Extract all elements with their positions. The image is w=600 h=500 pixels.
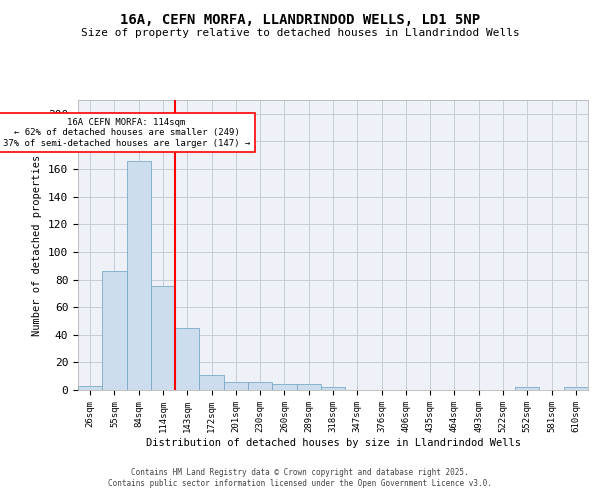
Y-axis label: Number of detached properties: Number of detached properties: [32, 154, 43, 336]
Bar: [127, 161, 151, 390]
Bar: [248, 382, 272, 390]
Bar: [151, 286, 175, 390]
Bar: [224, 382, 248, 390]
Bar: [296, 384, 321, 390]
Bar: [102, 271, 127, 390]
Text: 16A CEFN MORFA: 114sqm
← 62% of detached houses are smaller (249)
37% of semi-de: 16A CEFN MORFA: 114sqm ← 62% of detached…: [3, 118, 250, 148]
Bar: [564, 387, 588, 390]
Bar: [272, 384, 296, 390]
Bar: [78, 386, 102, 390]
Bar: [321, 387, 345, 390]
Text: Size of property relative to detached houses in Llandrindod Wells: Size of property relative to detached ho…: [80, 28, 520, 38]
Bar: [175, 328, 199, 390]
Bar: [199, 375, 224, 390]
Text: Contains HM Land Registry data © Crown copyright and database right 2025.
Contai: Contains HM Land Registry data © Crown c…: [108, 468, 492, 487]
Text: 16A, CEFN MORFA, LLANDRINDOD WELLS, LD1 5NP: 16A, CEFN MORFA, LLANDRINDOD WELLS, LD1 …: [120, 12, 480, 26]
Bar: [515, 387, 539, 390]
X-axis label: Distribution of detached houses by size in Llandrindod Wells: Distribution of detached houses by size …: [146, 438, 521, 448]
